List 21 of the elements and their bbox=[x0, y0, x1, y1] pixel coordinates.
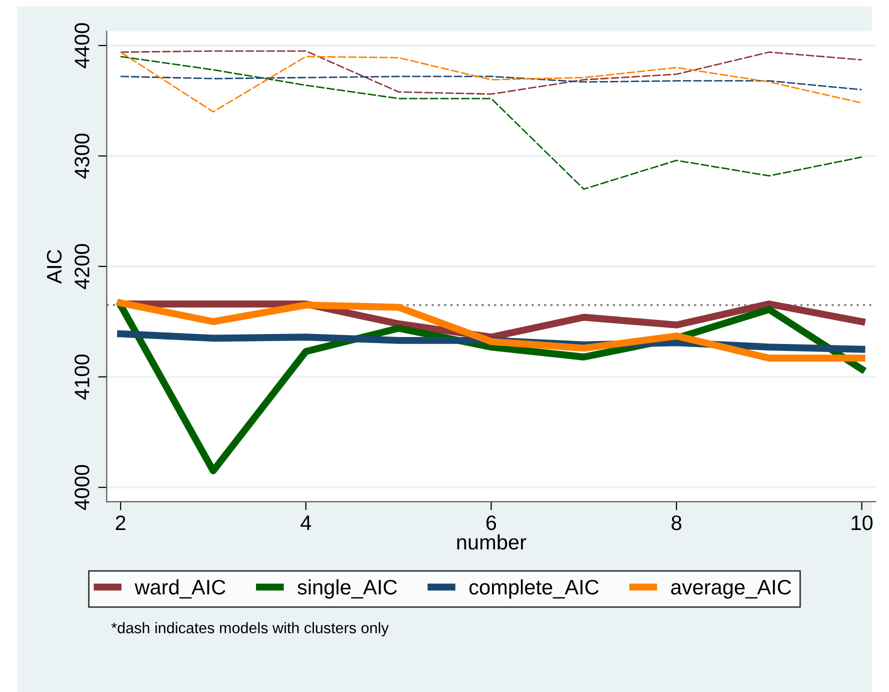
legend-label: average_AIC bbox=[671, 580, 792, 599]
x-tick-label: 2 bbox=[116, 515, 126, 530]
y-tick-label: 4400 bbox=[74, 23, 90, 68]
x-tick-label: 8 bbox=[672, 515, 682, 530]
y-axis-title: AIC bbox=[46, 250, 62, 284]
y-tick-label: 4100 bbox=[74, 354, 90, 400]
line-series bbox=[120, 51, 862, 112]
x-tick-label: 4 bbox=[300, 516, 312, 530]
line-series bbox=[120, 56, 862, 190]
legend-label: single_AIC bbox=[298, 579, 397, 599]
y-tick-label: 4200 bbox=[74, 244, 90, 290]
x-axis-title: number bbox=[457, 534, 526, 550]
x-tick-label: 10 bbox=[852, 515, 873, 530]
x-tick-label: 6 bbox=[486, 515, 496, 530]
y-tick-label: 4300 bbox=[74, 134, 90, 179]
legend-label: ward_AIC bbox=[134, 579, 226, 599]
y-tick-label: 4000 bbox=[74, 464, 90, 510]
legend-label: complete_AIC bbox=[469, 579, 599, 599]
text: *dash indicates models with clusters only bbox=[111, 622, 389, 636]
line-series bbox=[120, 50, 862, 95]
line-series bbox=[120, 76, 862, 90]
